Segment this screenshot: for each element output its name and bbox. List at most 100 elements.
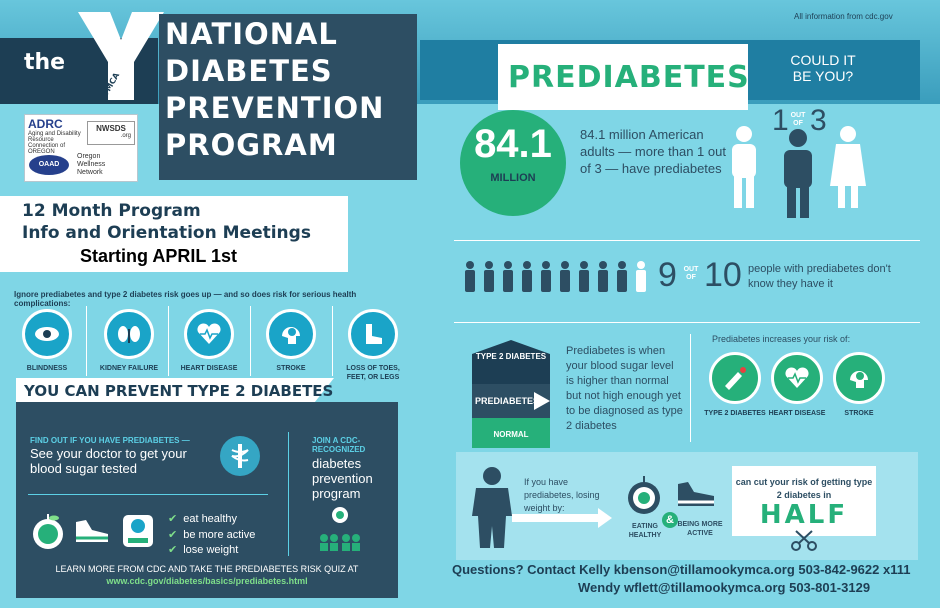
could-it-be-you: COULD IT BE YOU? <box>790 52 856 84</box>
findout-body: See your doctor to get your blood sugar … <box>30 446 187 476</box>
scissors-icon <box>791 530 817 551</box>
oaad-logo: OAAD <box>29 155 69 175</box>
three-label: 3 <box>810 104 827 137</box>
check-icon: ✔ <box>168 513 178 525</box>
divider <box>690 334 691 442</box>
cdc-link[interactable]: www.cdc.gov/diabetes/basics/prediabetes.… <box>106 576 308 586</box>
heart-icon <box>184 309 234 359</box>
risk-label: BLINDNESS <box>26 365 68 372</box>
join-title: JOIN A CDC-RECOGNIZED <box>312 436 366 454</box>
prediabetes-tag <box>498 44 748 110</box>
ymca-y-logo-icon <box>78 12 164 100</box>
ampersand: & <box>662 512 678 528</box>
adrc-text: ADRC <box>28 117 63 131</box>
out-of-label: OUT OF <box>790 112 806 127</box>
prediabetes-title: PREDIABETES <box>508 60 750 95</box>
nine-of-ten-text: people with prediabetes don't know they … <box>748 263 891 290</box>
out-of-label: OUT OF <box>683 266 699 281</box>
person-silhouette-icon <box>472 467 512 548</box>
program-title: NATIONAL DIABETES PREVENTION PROGRAM <box>159 14 417 180</box>
divider <box>332 306 333 376</box>
check-item: ✔ lose weight <box>168 543 238 556</box>
contact-wendy: Wendy wflett@tillamookymca.org 503-801-3… <box>578 580 871 595</box>
prevent-heading: YOU CAN PREVENT TYPE 2 DIABETES <box>24 382 334 400</box>
group-people-icon <box>320 507 360 551</box>
adrc-logo: ADRC Aging and Disability Resource Conne… <box>28 117 84 155</box>
scale-icon <box>123 515 153 547</box>
check-icon: ✔ <box>168 544 178 556</box>
meeting-start-date: Starting APRIL 1st <box>80 246 238 266</box>
prevent-panel <box>16 402 398 598</box>
divider <box>454 322 920 323</box>
divider <box>250 306 251 376</box>
eating-label: EATING HEALTHY <box>628 523 662 539</box>
join-body: diabetes prevention program <box>312 456 373 501</box>
brain-icon <box>833 352 885 404</box>
nine-of-ten-people-icon <box>465 261 646 292</box>
divider <box>454 240 920 241</box>
contact-kelly: Questions? Contact Kelly kbenson@tillamo… <box>452 562 911 577</box>
risk-type2-diabetes: TYPE 2 DIABETES <box>700 352 770 418</box>
wellness-network-logo: Oregon Wellness Network <box>77 153 105 177</box>
level-type2: TYPE 2 DIABETES <box>475 352 547 361</box>
meeting-line2: Info and Orientation Meetings <box>22 223 311 243</box>
active-label: BEING MORE ACTIVE <box>677 521 723 537</box>
nine-label: 9 <box>658 256 677 294</box>
risk-stroke: STROKE <box>258 309 324 373</box>
findout-title: FIND OUT IF YOU HAVE PREDIABETES — <box>30 436 190 445</box>
divider <box>28 494 268 495</box>
apple-icon <box>628 476 660 514</box>
prevent-banner <box>16 378 334 402</box>
risk-label: TYPE 2 DIABETES <box>704 410 766 417</box>
half-text: can cut your risk of getting type 2 diab… <box>735 477 873 500</box>
risk-label: STROKE <box>276 365 306 372</box>
owf-line: Wellness <box>77 161 106 168</box>
risk-stroke: STROKE <box>824 352 894 418</box>
level-description: Prediabetes is when your blood sugar lev… <box>566 345 683 432</box>
risk-kidney: KIDNEY FAILURE <box>96 309 162 373</box>
check-item: ✔ be more active <box>168 528 255 541</box>
foot-icon <box>348 309 398 359</box>
kidney-icon <box>104 309 154 359</box>
medical-caduceus-icon <box>220 436 260 476</box>
partner-logos: ADRC Aging and Disability Resource Conne… <box>24 114 138 182</box>
check-icon: ✔ <box>168 529 178 541</box>
adrc-subtext: Aging and Disability Resource Connection… <box>28 131 81 155</box>
logo-the-text: the <box>24 50 66 75</box>
apple-icon <box>33 514 63 549</box>
check-label: be more active <box>183 529 256 541</box>
divider <box>86 306 87 376</box>
risk-foot: LOSS OF TOES, FEET, OR LEGS <box>340 309 406 382</box>
level-prediabetes: PREDIABETES <box>474 396 539 406</box>
level-normal: NORMAL <box>493 430 529 439</box>
big-unit: MILLION <box>490 172 536 184</box>
half-box <box>732 466 876 536</box>
owf-line: Network <box>77 169 103 176</box>
title-line: DIABETES <box>165 54 333 88</box>
risk-label: LOSS OF TOES, FEET, OR LEGS <box>346 365 400 381</box>
ten-label: 10 <box>704 256 742 294</box>
risk-label: HEART DISEASE <box>180 365 238 372</box>
meeting-line1: 12 Month Program <box>22 201 201 221</box>
diabetes-test-icon <box>709 352 761 404</box>
big-number: 84.1 <box>474 122 552 166</box>
arrow-right-icon <box>512 508 612 528</box>
eye-icon <box>22 309 72 359</box>
stat-text: 84.1 million American adults — more than… <box>580 127 726 176</box>
risk-header: Ignore prediabetes and type 2 diabetes r… <box>14 290 357 308</box>
one-label: 1 <box>772 104 789 137</box>
risk-heart: HEART DISEASE <box>176 309 242 373</box>
meeting-box <box>0 196 348 272</box>
divider <box>288 432 289 556</box>
source-note: All information from cdc.gov <box>794 12 893 21</box>
nwsds-text: NWSDS <box>96 124 126 133</box>
weight-text: If you have prediabetes, losing weight b… <box>524 477 600 513</box>
risk-label: KIDNEY FAILURE <box>99 365 159 372</box>
learn-more-text: LEARN MORE FROM CDC AND TAKE THE PREDIAB… <box>55 564 359 574</box>
check-label: lose weight <box>183 544 239 556</box>
title-line: PREVENTION <box>165 91 385 125</box>
brain-icon <box>266 309 316 359</box>
stat-circle <box>460 110 566 216</box>
half-word: HALF <box>759 500 849 530</box>
divider <box>168 306 169 376</box>
